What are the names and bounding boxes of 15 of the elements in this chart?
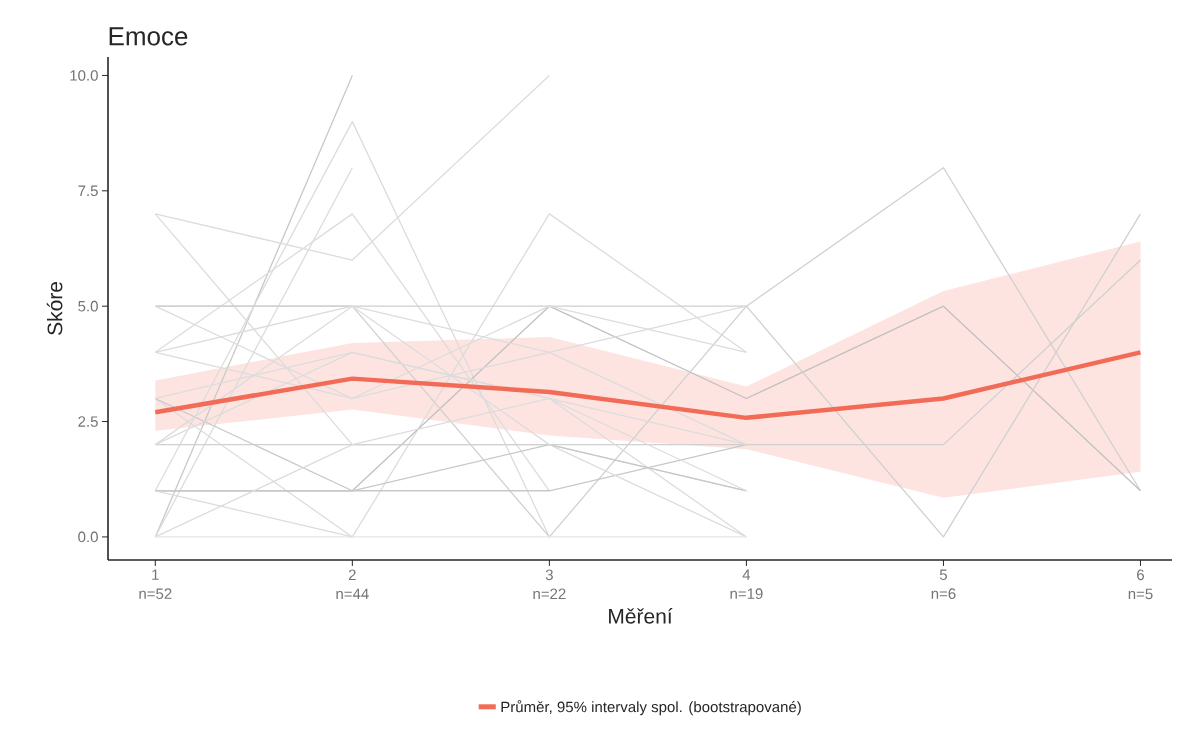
x-axis-title: Měření: [609, 608, 673, 624]
chart-title: Emoce: [109, 27, 188, 46]
x-tick-label: 4 n=19: [730, 569, 763, 599]
x-tick-label: 2 n=44: [336, 569, 369, 599]
legend-label: Průměr, 95% intervaly spol. (bootstrapované): [501, 700, 801, 716]
y-axis-title: Skóre: [46, 282, 63, 335]
y-tick-label: 7.5: [78, 185, 98, 197]
y-tick-label: 5.0: [78, 300, 98, 312]
x-tick-label: 3 n=22: [533, 569, 566, 599]
y-tick-label: 10.0: [70, 70, 98, 81]
y-tick-label: 2.5: [78, 416, 98, 427]
x-tick-label: 1 n=52: [139, 569, 172, 599]
x-tick-label: 6 n=5: [1128, 569, 1153, 600]
y-tick-label: 0.0: [78, 531, 98, 543]
x-tick-label: 5 n=6: [931, 569, 956, 599]
